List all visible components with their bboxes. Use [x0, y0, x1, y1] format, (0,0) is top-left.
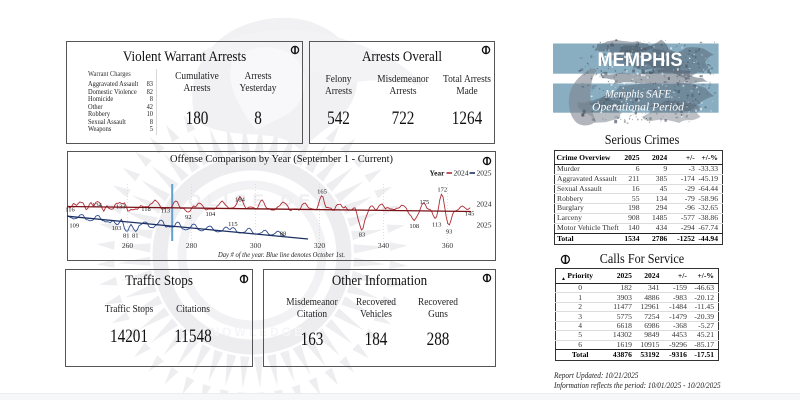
svg-text:KNOWLEDGE: KNOWLEDGE	[199, 325, 305, 339]
svg-text:165: 165	[317, 189, 327, 196]
svg-text:104: 104	[206, 211, 217, 218]
svg-text:115: 115	[228, 221, 238, 228]
svg-text:109: 109	[69, 223, 79, 230]
svg-text:133: 133	[116, 204, 126, 211]
svg-text:116: 116	[65, 207, 75, 214]
svg-text:108: 108	[409, 223, 419, 230]
svg-text:Day # of the year. Blue line d: Day # of the year. Blue line denotes Oct…	[217, 250, 345, 259]
svg-text:92: 92	[185, 214, 192, 221]
svg-text:83: 83	[359, 232, 366, 239]
svg-text:113: 113	[161, 208, 171, 215]
svg-text:2024: 2024	[477, 199, 492, 208]
svg-text:172: 172	[437, 186, 447, 193]
svg-text:340: 340	[378, 241, 390, 250]
svg-text:280: 280	[186, 241, 198, 250]
svg-text:103: 103	[112, 225, 122, 232]
svg-text:2024: 2024	[454, 169, 469, 178]
svg-text:Operational Period: Operational Period	[592, 102, 684, 114]
svg-text:2025: 2025	[477, 221, 492, 230]
svg-text:Memphis SAFE: Memphis SAFE	[604, 89, 671, 101]
svg-text:81: 81	[123, 232, 130, 239]
svg-text:360: 360	[442, 241, 454, 250]
svg-text:88: 88	[280, 231, 287, 238]
svg-text:Year: Year	[430, 169, 446, 178]
svg-text:300: 300	[250, 241, 262, 250]
svg-text:2025: 2025	[477, 169, 492, 178]
svg-text:113: 113	[432, 222, 442, 229]
svg-text:175: 175	[420, 199, 430, 206]
svg-text:184: 184	[235, 197, 246, 204]
svg-text:MEMPHIS: MEMPHIS	[598, 49, 683, 71]
svg-text:81: 81	[132, 232, 139, 239]
svg-text:93: 93	[446, 229, 453, 236]
svg-text:134: 134	[92, 202, 103, 209]
svg-text:320: 320	[314, 241, 326, 250]
svg-text:POLICE DEP: POLICE DEP	[171, 191, 334, 210]
svg-text:260: 260	[122, 241, 134, 250]
svg-text:118: 118	[141, 206, 151, 213]
svg-text:Offense Comparison by Year (Se: Offense Comparison by Year (September 1 …	[170, 153, 393, 165]
svg-text:145: 145	[465, 211, 475, 218]
